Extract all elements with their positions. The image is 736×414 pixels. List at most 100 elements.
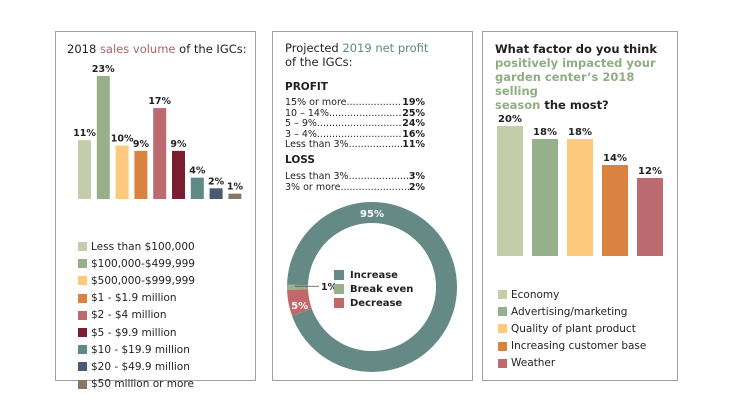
profit-row: 10 – 14% 25% [285, 109, 425, 120]
legend-swatch [78, 242, 87, 252]
donut-slice-decrease [287, 289, 312, 316]
legend-label: $2 - $4 million [91, 309, 167, 322]
profit-row: 5 – 9% 24% [285, 119, 425, 130]
legend-item: $10 - $19.9 million [78, 341, 195, 358]
title-text: of the IGCs: [175, 42, 247, 56]
legend-item: Break even [334, 282, 413, 296]
legend-label: $5 - $9.9 million [91, 326, 177, 339]
sales-volume-legend: Less than $100,000 $100,000-$499,999 $500,… [78, 238, 195, 393]
sales-volume-title: 2018 sales volume of the IGCs: [67, 42, 247, 56]
row-label: Less than 3% [285, 172, 349, 182]
legend-label: $500,000-$999,999 [91, 274, 195, 287]
row-label: 3 – 4% [285, 129, 317, 140]
row-label: Less than 3% [285, 140, 349, 150]
legend-item: Decrease [334, 296, 413, 310]
title-highlight: season [495, 98, 541, 112]
legend-item: $1 - $1.9 million [78, 290, 195, 307]
row-value: 2% [408, 182, 425, 193]
legend-label: Increase [350, 269, 398, 281]
title-text: Projected [285, 41, 343, 55]
bar-value-label: 10% [111, 134, 134, 145]
legend-swatch [78, 259, 87, 269]
loss-heading: LOSS [285, 154, 315, 166]
row-value: 11% [402, 140, 425, 150]
legend-label: Weather [511, 357, 556, 370]
legend-label: Increasing customer base [511, 340, 647, 353]
legend-item: $5 - $9.9 million [78, 324, 195, 341]
net-profit-donut-chart: 95% 1% 5% [287, 202, 457, 373]
donut-label-decrease: 5% [291, 301, 308, 312]
legend-swatch [78, 345, 87, 355]
profit-list: 15% or more 19%10 – 14%25%5 – 9%24%3 – 4%… [285, 98, 425, 151]
row-label: 5 – 9% [285, 119, 317, 129]
bar-value-label: 9% [170, 139, 187, 150]
legend-swatch [334, 284, 344, 294]
bar-6 [172, 150, 185, 199]
row-label: 15% or more [285, 98, 347, 108]
legend-label: $10 - $19.9 million [91, 343, 190, 356]
selling-factor-legend: Economy Advertising/marketing Quality of p… [498, 286, 646, 372]
legend-label: Quality of plant product [511, 322, 636, 335]
bar-4 [134, 150, 148, 199]
legend-item: Increase [334, 268, 413, 282]
legend-label: Decrease [350, 297, 403, 309]
profit-heading: PROFIT [285, 81, 328, 93]
legend-item: $50 million or more [78, 376, 195, 393]
net-profit-title: Projected 2019 net profit of the IGCs: [285, 41, 428, 69]
bar-value-label: 4% [189, 166, 206, 177]
bar-value-label: 18% [533, 127, 557, 138]
legend-item: $2 - $4 million [78, 307, 195, 324]
row-value: 19% [402, 98, 425, 108]
bar-value-label: 1% [227, 182, 244, 193]
legend-item: Increasing customer base [498, 338, 646, 355]
legend-swatch [78, 293, 87, 303]
profit-row: Less than 3% 11% [285, 140, 425, 151]
bar-5 [637, 178, 663, 256]
legend-swatch [78, 362, 87, 372]
bar-value-label: 17% [148, 96, 171, 107]
title-text: What factor do you think [495, 42, 657, 56]
title-highlight: garden center’s 2018 selling [495, 70, 635, 98]
legend-swatch [498, 307, 507, 317]
bar-5 [153, 108, 167, 199]
legend-swatch [498, 324, 507, 334]
legend-swatch [498, 358, 507, 368]
title-highlight: positively impacted your [495, 56, 656, 70]
legend-item: $100,000-$499,999 [78, 255, 195, 272]
profit-row: 15% or more 19% [285, 98, 425, 109]
legend-swatch [78, 310, 87, 320]
net-profit-panel: Projected 2019 net profit of the IGCs: PR… [272, 31, 473, 381]
donut-slice-break-even [287, 284, 309, 290]
legend-item: Less than $100,000 [78, 238, 195, 255]
legend-item: Economy [498, 286, 646, 303]
bar-value-label: 11% [73, 128, 96, 139]
title-highlight: 2019 net profit [342, 41, 429, 55]
legend-item: Quality of plant product [498, 320, 646, 337]
title-text: the most? [540, 98, 609, 112]
legend-item: $500,000-$999,999 [78, 272, 195, 289]
profit-row: Less than 3% 3% [285, 172, 425, 183]
bar-2 [532, 139, 558, 256]
bar-value-label: 2% [208, 176, 225, 187]
legend-swatch [334, 270, 344, 280]
row-value: 3% [408, 172, 425, 182]
profit-row: 3 – 4% 16% [285, 130, 425, 141]
donut-legend: Increase Break even Decrease [334, 268, 413, 310]
legend-label: $100,000-$499,999 [91, 257, 195, 270]
legend-swatch [498, 341, 507, 351]
profit-row: 3% or more 2% [285, 183, 425, 194]
row-value: 25% [402, 108, 425, 119]
legend-swatch [78, 379, 87, 389]
bar-2 [96, 76, 110, 199]
selling-factor-title: What factor do you think positively impa… [495, 42, 677, 112]
legend-swatch [498, 290, 507, 300]
title-text: 2018 [67, 42, 100, 56]
legend-label: Economy [511, 288, 560, 301]
loss-list: Less than 3% 3% 3% or more 2% [285, 172, 425, 193]
sales-volume-panel: 2018 sales volume of the IGCs: 11% 23% 10%… [55, 31, 256, 390]
bar-value-label: 12% [638, 166, 662, 177]
bar-8 [209, 188, 223, 199]
bar-value-label: 20% [498, 114, 522, 125]
legend-label: $20 - $49.9 million [91, 360, 190, 373]
legend-label: $50 million or more [91, 378, 194, 391]
